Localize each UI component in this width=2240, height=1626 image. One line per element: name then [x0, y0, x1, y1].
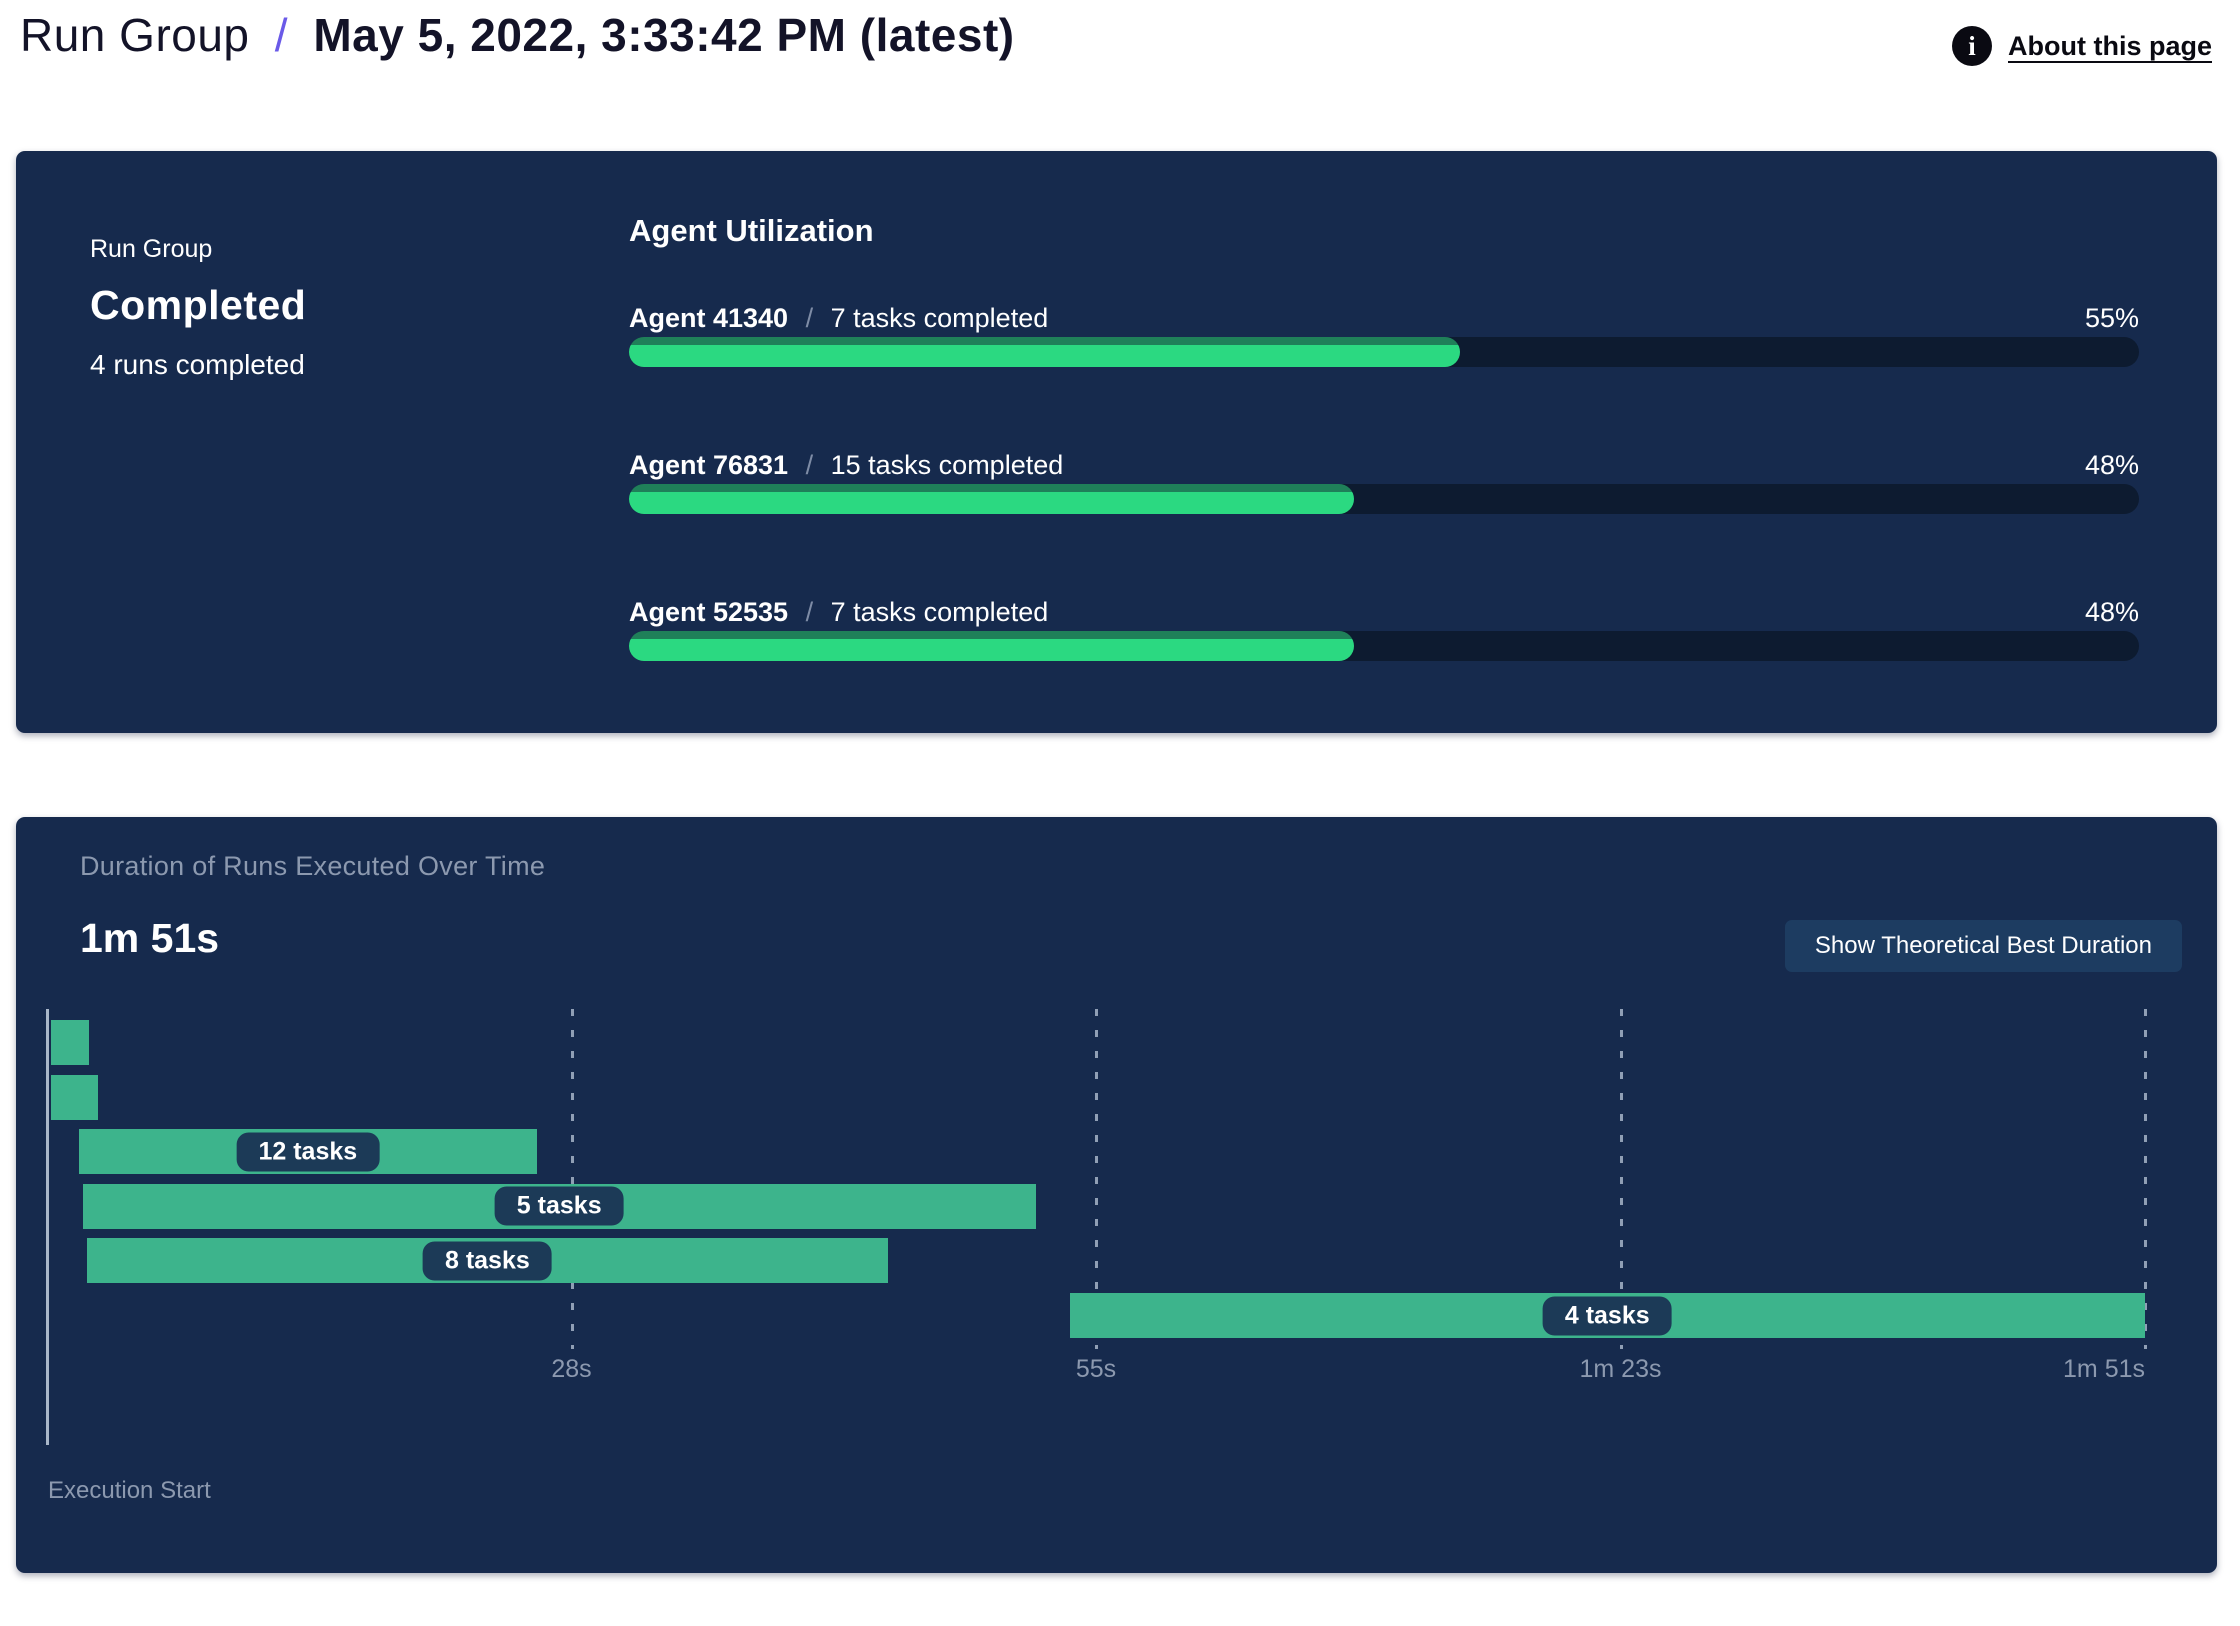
gantt-gridline — [1619, 1009, 1623, 1349]
agent-utilization-percent: 48% — [2084, 450, 2139, 480]
run-duration-bar[interactable] — [50, 1020, 89, 1065]
agent-tasks-completed: 7 tasks completed — [830, 597, 1049, 627]
agent-name: Agent 41340 — [629, 303, 789, 333]
run-status: Completed — [90, 282, 307, 328]
breadcrumb-separator: / — [274, 9, 289, 61]
agent-separator: / — [805, 303, 814, 333]
utilization-progress-track — [629, 484, 2139, 514]
execution-start-label: Execution Start — [48, 1477, 211, 1504]
breadcrumb: Run Group / May 5, 2022, 3:33:42 PM (lat… — [20, 8, 1015, 62]
run-duration-bar[interactable] — [50, 1074, 99, 1120]
run-summary-panel: Run Group Completed 4 runs completed Age… — [16, 151, 2217, 733]
agent-utilization-title: Agent Utilization — [629, 213, 874, 248]
utilization-progress-fill — [629, 631, 1354, 661]
utilization-progress-fill — [629, 337, 1460, 367]
about-this-page-link[interactable]: i About this page — [1952, 26, 2212, 66]
agent-separator: / — [805, 450, 814, 480]
task-count-badge: 5 tasks — [494, 1186, 624, 1226]
duration-chart-title: Duration of Runs Executed Over Time — [80, 851, 546, 881]
show-theoretical-best-duration-button[interactable]: Show Theoretical Best Duration — [1784, 920, 2182, 972]
agent-separator: / — [805, 597, 814, 627]
execution-start-axis-line — [46, 1009, 49, 1445]
run-summary: Run Group Completed 4 runs completed — [90, 235, 306, 381]
about-this-page-label[interactable]: About this page — [2008, 30, 2212, 61]
utilization-progress-track — [629, 631, 2139, 661]
total-duration-value: 1m 51s — [80, 915, 220, 961]
axis-tick-label: 1m 23s — [1579, 1355, 1662, 1383]
agent-utilization-row: Agent 76831 / 15 tasks completed 48% — [629, 448, 2139, 514]
runs-completed-count: 4 runs completed — [90, 349, 305, 380]
run-duration-bar[interactable]: 5 tasks — [82, 1183, 1036, 1229]
agent-utilization-percent: 48% — [2084, 597, 2139, 627]
run-duration-bar[interactable]: 4 tasks — [1069, 1293, 2145, 1338]
run-duration-bar[interactable]: 12 tasks — [79, 1129, 537, 1175]
gantt-gridline — [570, 1009, 574, 1349]
run-group-label: Run Group — [90, 235, 213, 263]
gantt-gridline — [1095, 1009, 1098, 1349]
task-count-badge: 12 tasks — [236, 1132, 380, 1172]
agent-utilization-percent: 55% — [2084, 303, 2139, 333]
agent-utilization-row: Agent 52535 / 7 tasks completed 48% — [629, 595, 2139, 661]
info-icon[interactable]: i — [1952, 26, 1992, 66]
breadcrumb-run-group[interactable]: Run Group — [20, 9, 250, 61]
axis-tick-label: 55s — [1075, 1355, 1117, 1383]
axis-tick-label: 1m 51s — [2063, 1355, 2145, 1383]
agent-name: Agent 76831 — [629, 450, 789, 480]
task-count-badge: 8 tasks — [422, 1241, 552, 1281]
task-count-badge: 4 tasks — [1542, 1296, 1672, 1335]
agent-utilization-row: Agent 41340 / 7 tasks completed 55% — [629, 301, 2139, 367]
agent-tasks-completed: 15 tasks completed — [830, 450, 1064, 480]
page-header: Run Group / May 5, 2022, 3:33:42 PM (lat… — [0, 0, 2240, 151]
gantt-chart: 28s 55s 1m 23s 1m 51s 12 tasks 5 tasks 8 tasks… — [46, 1009, 2147, 1489]
run-duration-bar[interactable]: 8 tasks — [86, 1238, 889, 1284]
utilization-progress-fill — [629, 484, 1354, 514]
page-title: May 5, 2022, 3:33:42 PM (latest) — [313, 9, 1015, 61]
utilization-progress-track — [629, 337, 2139, 367]
agent-tasks-completed: 7 tasks completed — [830, 303, 1049, 333]
duration-panel: Duration of Runs Executed Over Time 1m 5… — [16, 817, 2217, 1573]
gantt-gridline — [2144, 1009, 2147, 1349]
axis-tick-label: 28s — [551, 1355, 592, 1383]
agent-name: Agent 52535 — [629, 597, 789, 627]
